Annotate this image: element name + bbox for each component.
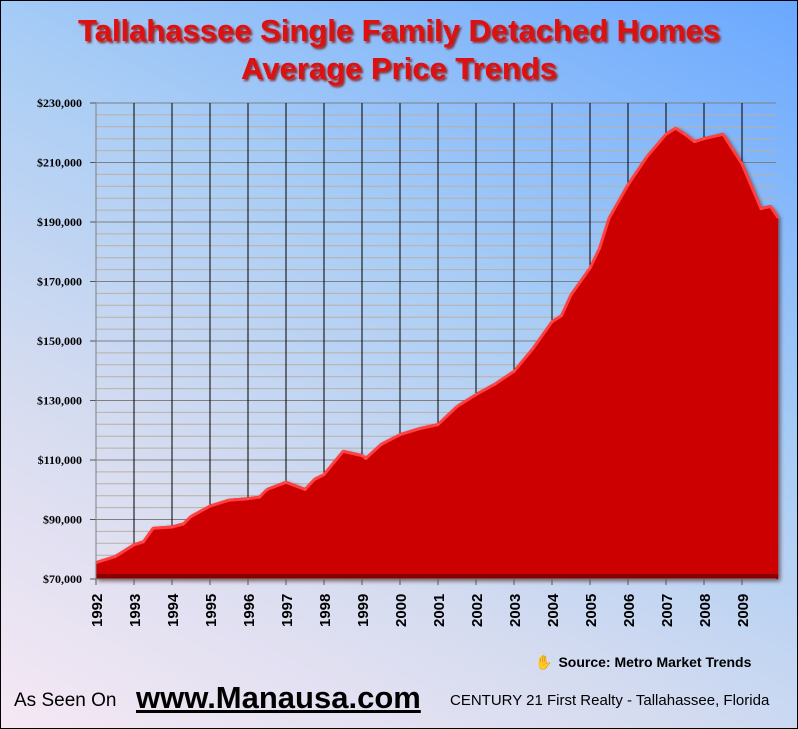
data-point xyxy=(342,450,344,453)
data-point xyxy=(513,370,515,373)
data-point xyxy=(551,320,553,323)
data-point xyxy=(142,541,145,543)
data-point xyxy=(769,205,772,208)
x-tick-label: 2007 xyxy=(659,594,676,627)
y-tick-label: $130,000 xyxy=(37,394,82,408)
price-line xyxy=(95,126,780,565)
data-point xyxy=(646,155,648,158)
x-tick-label: 2009 xyxy=(735,594,752,627)
data-point xyxy=(228,499,230,501)
data-point xyxy=(456,405,458,408)
title-line-2: Average Price Trends xyxy=(241,51,557,86)
data-point xyxy=(365,457,367,460)
data-point xyxy=(731,148,734,150)
data-point xyxy=(152,527,154,530)
data-point xyxy=(190,515,192,518)
data-point xyxy=(494,383,496,385)
data-point xyxy=(722,133,724,136)
x-tick-label: 2003 xyxy=(507,594,524,627)
data-point xyxy=(313,478,316,481)
company-name: CENTURY 21 First Realty - Tallahassee, F… xyxy=(450,692,770,709)
data-point xyxy=(182,523,185,525)
y-tick-label: $190,000 xyxy=(37,215,82,229)
chart-title: Tallahassee Single Family Detached Homes… xyxy=(0,12,798,88)
x-tick-label: 2002 xyxy=(469,594,486,627)
data-point xyxy=(665,133,667,136)
data-point xyxy=(258,496,261,499)
x-tick-label: 1997 xyxy=(279,594,296,627)
data-point xyxy=(266,488,268,491)
data-point xyxy=(760,207,762,210)
data-point xyxy=(777,216,779,219)
x-tick-label: 2008 xyxy=(697,594,714,627)
data-point xyxy=(703,137,705,140)
y-tick-label: $110,000 xyxy=(38,453,82,467)
x-tick-label: 2006 xyxy=(621,594,638,627)
area-base xyxy=(96,574,779,579)
data-point xyxy=(570,294,572,296)
data-point xyxy=(171,526,173,528)
data-point xyxy=(380,443,382,446)
data-point xyxy=(247,497,249,500)
data-point xyxy=(361,454,363,457)
x-tick-label: 2005 xyxy=(583,594,600,627)
data-point xyxy=(608,217,610,220)
data-point xyxy=(532,347,534,350)
y-tick-label: $210,000 xyxy=(37,156,82,170)
source-note: ✋ Source: Metro Market Trends xyxy=(535,654,751,671)
y-tick-label: $70,000 xyxy=(43,572,82,586)
x-tick-label: 2000 xyxy=(393,594,410,627)
data-point xyxy=(209,505,211,507)
x-tick-label: 2004 xyxy=(545,593,562,627)
data-point xyxy=(114,555,116,558)
data-point xyxy=(684,133,686,136)
x-tick-label: 1999 xyxy=(355,594,372,627)
data-point xyxy=(627,184,629,186)
x-tick-label: 1996 xyxy=(241,594,258,627)
data-point xyxy=(589,267,591,269)
website-link[interactable]: www.Manausa.com xyxy=(136,680,421,715)
x-tick-label: 2001 xyxy=(431,594,448,627)
title-line-1: Tallahassee Single Family Detached Homes xyxy=(77,13,721,48)
as-seen-on: As Seen On xyxy=(14,690,117,711)
y-tick-label: $90,000 xyxy=(43,513,82,527)
source-text: Source: Metro Market Trends xyxy=(558,654,752,670)
data-point xyxy=(285,481,287,484)
data-point xyxy=(475,393,477,396)
data-point xyxy=(323,473,325,476)
x-tick-label: 1998 xyxy=(317,594,334,627)
data-point xyxy=(399,433,401,436)
data-point xyxy=(437,423,439,426)
data-point xyxy=(598,247,601,250)
x-tick-label: 1995 xyxy=(203,594,220,627)
y-tick-label: $230,000 xyxy=(37,96,82,110)
data-point xyxy=(674,127,677,130)
x-tick-label: 1992 xyxy=(89,594,106,627)
x-tick-label: 1993 xyxy=(127,594,144,627)
data-point xyxy=(741,163,743,165)
data-point xyxy=(693,140,696,143)
x-tick-label: 1994 xyxy=(165,593,182,627)
y-tick-label: $170,000 xyxy=(37,275,82,289)
y-tick-label: $150,000 xyxy=(37,334,82,348)
data-point xyxy=(560,314,563,317)
hand-icon: ✋ xyxy=(535,654,553,670)
data-point xyxy=(133,544,135,546)
data-point xyxy=(418,427,420,430)
price-area xyxy=(96,126,779,580)
data-point xyxy=(304,488,306,491)
